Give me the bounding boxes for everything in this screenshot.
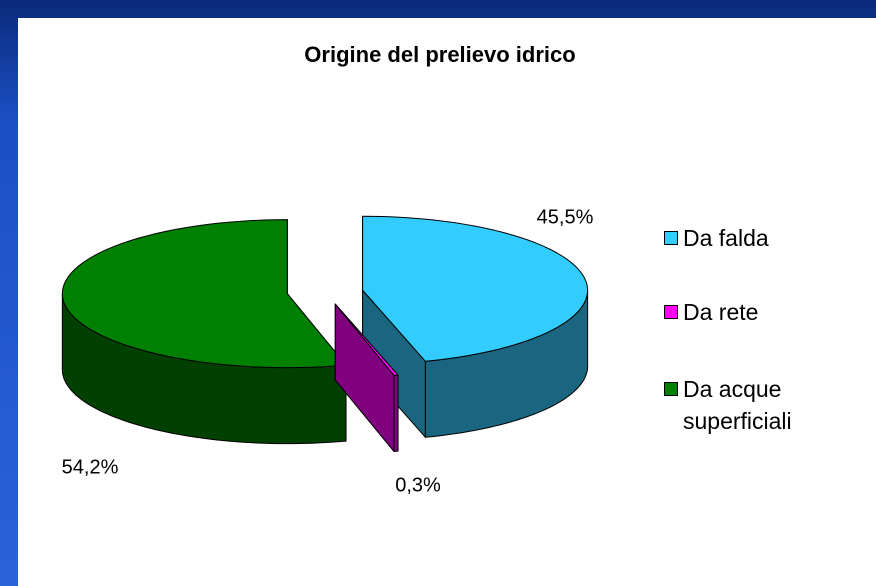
slice-top <box>334 303 399 376</box>
legend-item: Da rete <box>664 296 843 328</box>
legend-item: Da acque superficiali <box>664 373 843 437</box>
data-label: 54,2% <box>62 456 119 478</box>
slice-top <box>362 215 589 362</box>
legend-item: Da falda <box>664 222 843 254</box>
slice-top <box>61 219 347 369</box>
legend-swatch <box>664 231 678 245</box>
chart-title: Origine del prelievo idrico <box>304 42 575 67</box>
pie-slice <box>362 215 589 438</box>
legend-label: Da falda <box>683 225 769 251</box>
data-label: 45,5% <box>537 206 594 228</box>
legend-swatch <box>664 382 678 396</box>
data-label: 0,3% <box>395 474 441 496</box>
legend-label: Da rete <box>683 299 759 325</box>
legend-label: Da acque superficiali <box>683 376 792 434</box>
legend-swatch <box>664 305 678 319</box>
pie-slice <box>334 303 399 452</box>
slice-wall <box>393 374 399 452</box>
pie-slice <box>61 219 347 445</box>
